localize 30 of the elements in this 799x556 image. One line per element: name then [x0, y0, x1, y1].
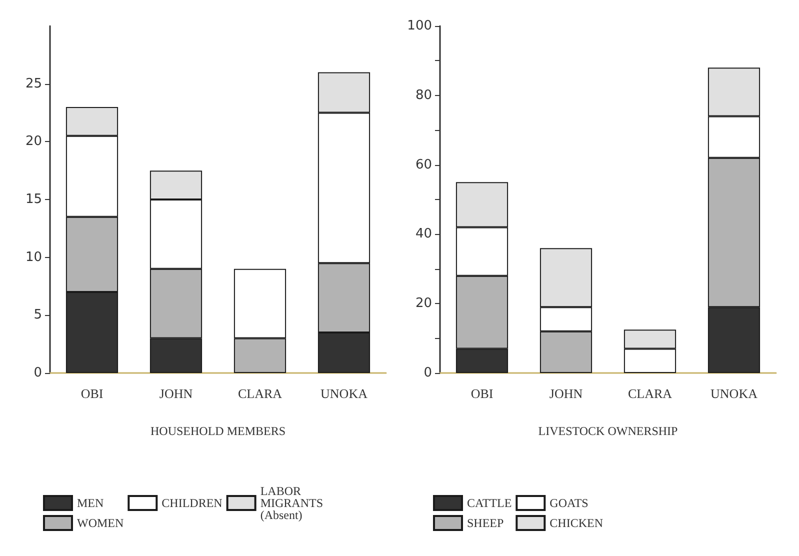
y-tick-label: 25 [25, 76, 42, 92]
x-tick-label: UNOKA [710, 386, 758, 401]
legend-label: WOMEN [77, 516, 124, 530]
x-tick-label: JOHN [549, 386, 584, 401]
x-tick-label: CLARA [628, 386, 673, 401]
x-axis-title: HOUSEHOLD MEMBERS [150, 424, 286, 438]
x-tick-label: OBI [470, 386, 494, 401]
x-axis-title: LIVESTOCK OWNERSHIP [538, 424, 678, 438]
y-tick-label: 40 [415, 226, 432, 242]
y-tick-label: 60 [415, 157, 432, 172]
y-tick-label: 80 [415, 88, 432, 103]
y-tick-label: 20 [25, 134, 42, 150]
y-tick-label: 0 [34, 366, 42, 380]
y-tick-label: 5 [34, 308, 42, 323]
legend-label: CHILDREN [162, 496, 223, 510]
y-tick-label: 0 [424, 366, 432, 380]
legend-label: GOATS [550, 496, 588, 510]
y-tick-label: 20 [415, 296, 432, 312]
x-tick-label: JOHN [159, 386, 194, 401]
y-tick-label: 100 [407, 18, 432, 34]
y-tick-label: 15 [25, 192, 42, 207]
legend-label: LABOR MIGRANTS (Absent) [260, 484, 326, 522]
legend-label: CHICKEN [550, 516, 604, 530]
x-tick-label: OBI [80, 386, 104, 401]
x-tick-label: UNOKA [320, 386, 368, 401]
legend-label: MEN [77, 496, 104, 510]
legend-label: SHEEP [467, 516, 504, 530]
y-tick-label: 10 [25, 250, 42, 265]
legend-label: CATTLE [467, 496, 512, 510]
x-tick-label: CLARA [238, 386, 283, 401]
